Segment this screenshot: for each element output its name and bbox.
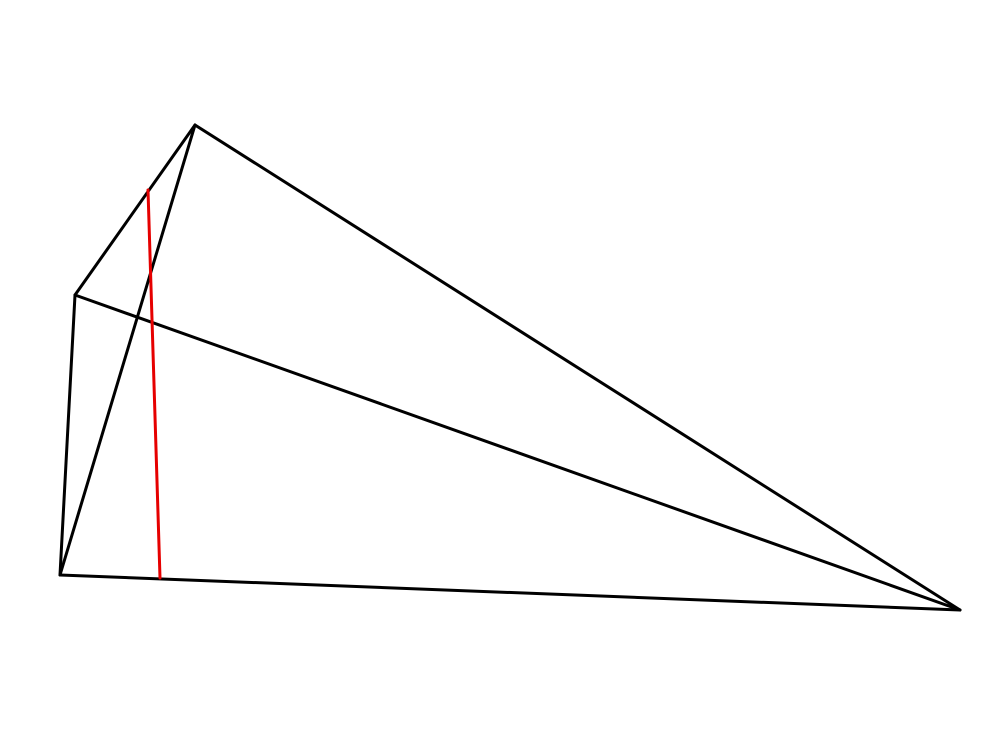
geometric-diagram [0, 0, 999, 735]
edge-B-D [75, 295, 960, 610]
edge-C-D [195, 125, 960, 610]
edge-A-D [60, 575, 960, 610]
edge-A-C [60, 125, 195, 575]
edge-B-C [75, 125, 195, 295]
